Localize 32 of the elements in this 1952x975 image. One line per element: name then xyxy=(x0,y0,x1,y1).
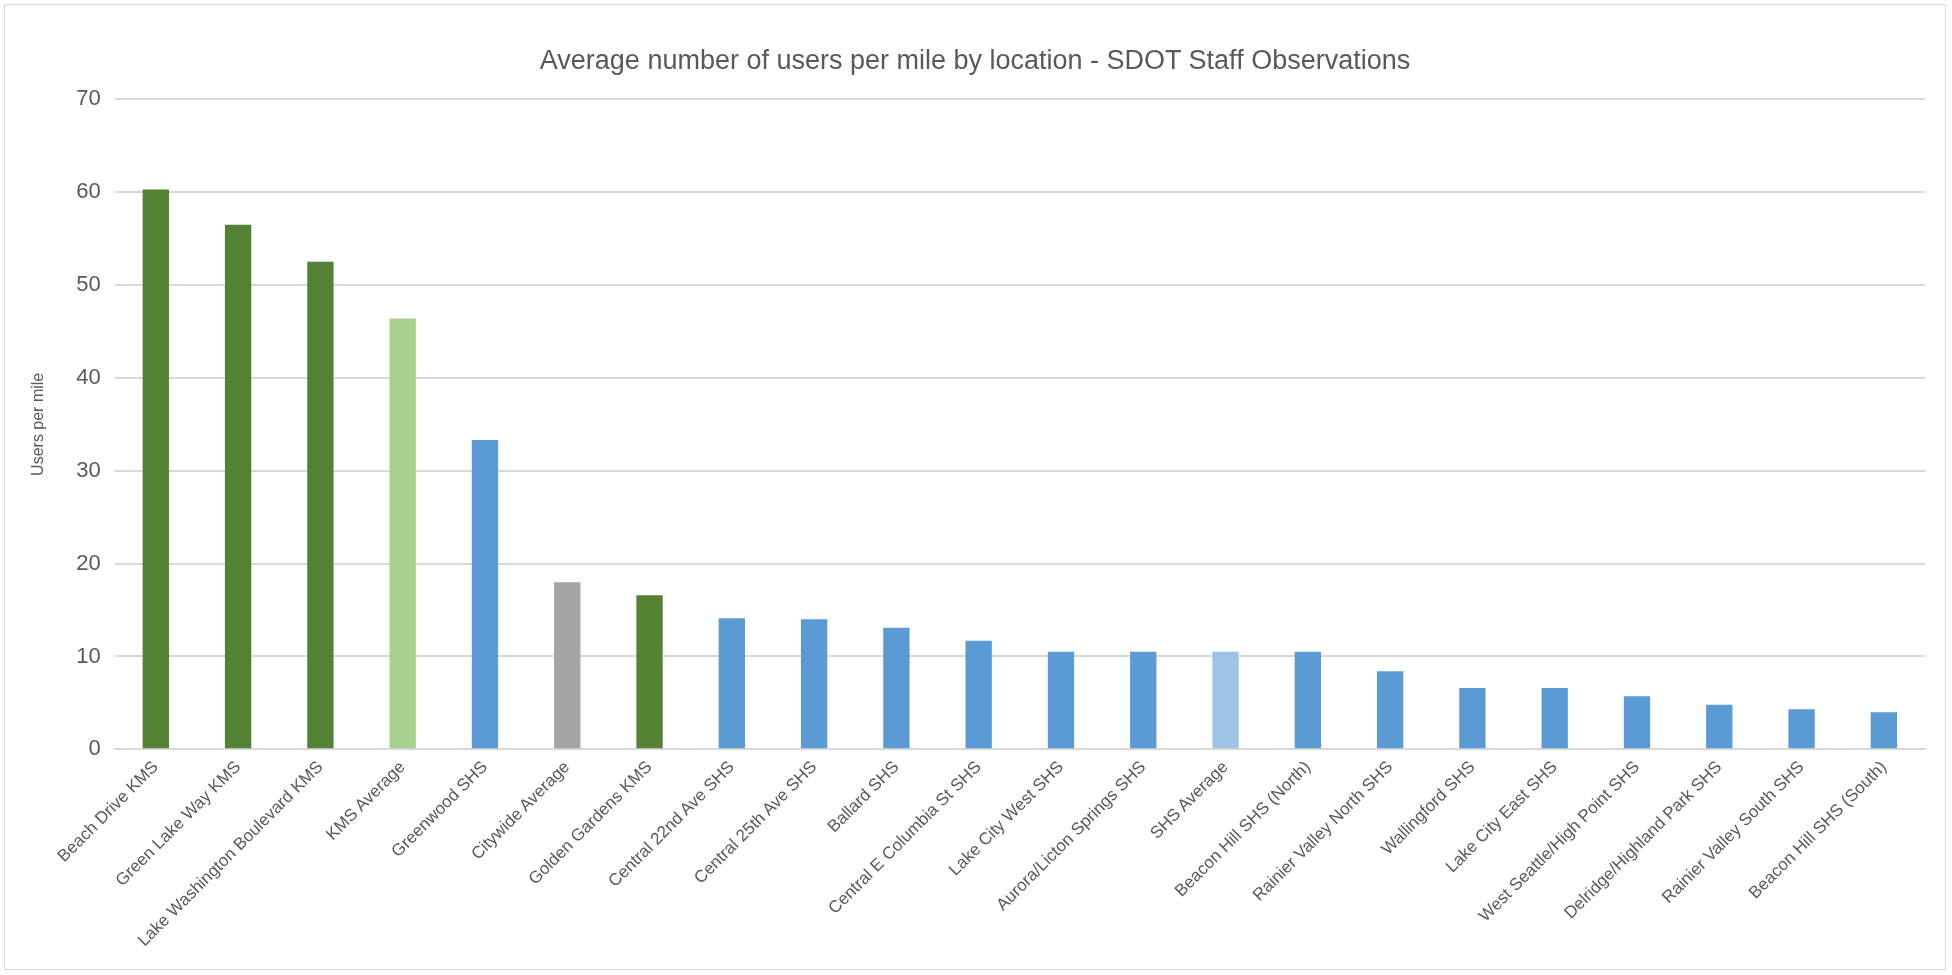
bar xyxy=(224,224,252,749)
bar xyxy=(1870,712,1898,749)
y-tick-label: 0 xyxy=(88,735,101,761)
bar xyxy=(1294,651,1322,749)
y-tick-label: 60 xyxy=(76,178,101,204)
chart-title: Average number of users per mile by location - SDOT Staff Observations xyxy=(539,44,1411,75)
y-axis-title: Users per mile xyxy=(29,372,47,476)
bar xyxy=(1623,696,1651,749)
bar xyxy=(142,189,169,749)
bar xyxy=(718,618,745,749)
y-tick-label: 40 xyxy=(76,363,101,389)
bar xyxy=(1459,688,1486,749)
bar xyxy=(554,582,581,749)
bar xyxy=(800,619,828,749)
y-tick-label: 20 xyxy=(76,549,101,575)
y-tick-label: 10 xyxy=(76,642,101,668)
bar xyxy=(471,440,499,749)
bar xyxy=(1212,651,1239,749)
bar xyxy=(965,640,992,749)
bar xyxy=(1788,709,1815,749)
bar xyxy=(389,318,416,749)
y-tick-label: 30 xyxy=(76,456,101,482)
bar xyxy=(1130,651,1157,749)
bar xyxy=(1541,688,1568,749)
bar xyxy=(1047,651,1075,749)
y-tick-label: 70 xyxy=(76,85,101,111)
y-tick-label: 50 xyxy=(76,271,101,297)
bar xyxy=(1376,671,1404,749)
bar xyxy=(883,627,910,749)
bar xyxy=(1706,704,1733,749)
bar xyxy=(636,595,663,749)
bar xyxy=(307,261,334,749)
